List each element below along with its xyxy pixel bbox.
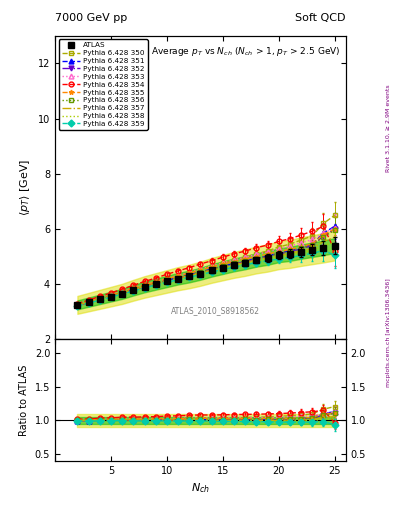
Text: mcplots.cern.ch [arXiv:1306.3436]: mcplots.cern.ch [arXiv:1306.3436]	[386, 279, 391, 387]
Legend: ATLAS, Pythia 6.428 350, Pythia 6.428 351, Pythia 6.428 352, Pythia 6.428 353, P: ATLAS, Pythia 6.428 350, Pythia 6.428 35…	[59, 39, 148, 130]
Y-axis label: $\langle p_T \rangle$ [GeV]: $\langle p_T \rangle$ [GeV]	[18, 159, 32, 216]
Text: 7000 GeV pp: 7000 GeV pp	[55, 13, 127, 23]
Text: Rivet 3.1.10, ≥ 2.9M events: Rivet 3.1.10, ≥ 2.9M events	[386, 84, 391, 172]
Text: ATLAS_2010_S8918562: ATLAS_2010_S8918562	[171, 306, 259, 315]
Y-axis label: Ratio to ATLAS: Ratio to ATLAS	[19, 365, 29, 436]
Text: Soft QCD: Soft QCD	[296, 13, 346, 23]
Text: Average $p_T$ vs $N_{ch}$ ($N_{ch}$ > 1, $p_T$ > 2.5 GeV): Average $p_T$ vs $N_{ch}$ ($N_{ch}$ > 1,…	[151, 45, 340, 58]
X-axis label: $N_{ch}$: $N_{ch}$	[191, 481, 210, 495]
